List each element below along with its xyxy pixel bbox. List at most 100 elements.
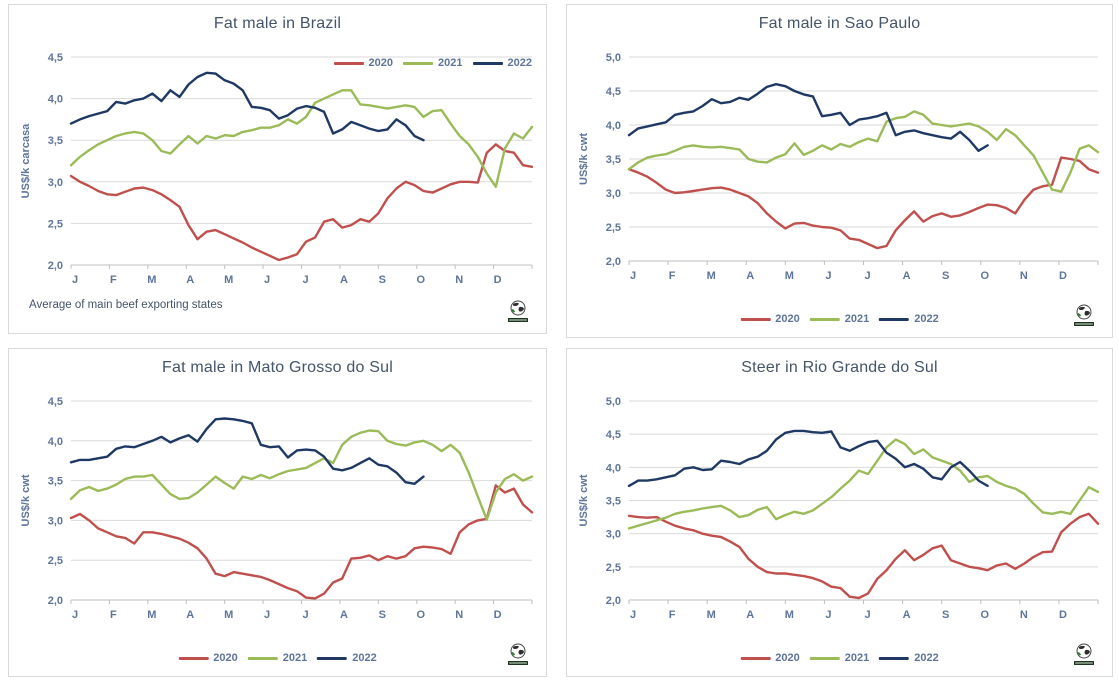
legend: 2020 2021 2022	[178, 652, 377, 664]
x-tick-label: N	[1020, 270, 1028, 282]
legend-item-2022: 2022	[879, 652, 939, 664]
y-tick-label: 4,0	[606, 120, 621, 132]
y-tick-label: 2,5	[606, 222, 621, 234]
legend-label: 2021	[844, 313, 870, 325]
y-axis-title: US$/k cwt	[20, 474, 32, 526]
x-tick-label: J	[72, 274, 78, 286]
legend-label: 2021	[844, 652, 870, 664]
legend-item-2021: 2021	[403, 57, 463, 69]
legend-swatch-icon	[472, 61, 503, 65]
x-tick-label: A	[340, 609, 348, 621]
legend-label: 2021	[438, 57, 463, 69]
y-tick-label: 3,0	[606, 188, 621, 200]
x-tick-label: M	[785, 270, 794, 282]
x-tick-label: O	[980, 270, 989, 282]
y-tick-label: 4,5	[606, 86, 621, 98]
legend-label: 2022	[507, 57, 532, 69]
x-tick-label: M	[147, 609, 156, 621]
y-tick-label: 3,5	[606, 154, 621, 166]
legend-swatch-icon	[247, 656, 278, 660]
y-tick-label: 2,0	[606, 256, 621, 268]
x-tick-label: S	[379, 609, 386, 621]
x-tick-label: D	[1059, 270, 1067, 282]
legend: 2020 2021 2022	[740, 313, 939, 325]
legend-item-2021: 2021	[809, 652, 870, 664]
series-line-2021	[627, 438, 1100, 530]
x-tick-label: N	[1020, 609, 1028, 621]
legend-swatch-icon	[809, 656, 840, 660]
legend-label: 2020	[775, 652, 800, 664]
y-tick-label: 2,0	[48, 260, 63, 272]
x-tick-label: J	[302, 609, 308, 621]
x-tick-label: A	[186, 274, 194, 286]
legend-swatch-icon	[317, 656, 348, 660]
x-tick-label: F	[669, 609, 676, 621]
x-tick-label: O	[416, 274, 425, 286]
legend-item-2021: 2021	[247, 652, 307, 664]
legend-label: 2020	[368, 57, 394, 69]
legend-swatch-icon	[178, 656, 209, 660]
x-tick-label: M	[147, 274, 156, 286]
x-tick-label: J	[264, 274, 270, 286]
y-tick-label: 4,5	[606, 429, 621, 441]
chart-plot: 4,5 4,0 3,5 3,0 2,5 2,0 J F M A M J J A S O N D US$/k cwt	[20, 396, 534, 621]
x-tick-label: M	[224, 274, 233, 286]
legend-swatch-icon	[333, 61, 364, 65]
x-tick-label: S	[942, 270, 949, 282]
y-tick-label: 4,0	[48, 436, 63, 448]
chart-footnote: Average of main beef exporting states	[29, 299, 223, 311]
y-axis-title: US$/k cwt	[578, 133, 590, 185]
legend-label: 2020	[213, 652, 238, 664]
x-tick-label: J	[864, 270, 870, 282]
x-tick-label: M	[224, 609, 233, 621]
legend-item-2022: 2022	[472, 57, 532, 69]
x-tick-label: O	[980, 609, 989, 621]
x-tick-label: J	[864, 609, 870, 621]
legend-item-2020: 2020	[740, 652, 800, 664]
x-tick-label: J	[264, 609, 270, 621]
globe-logo-icon	[1072, 642, 1096, 668]
x-tick-label: A	[746, 270, 754, 282]
x-tick-label: N	[455, 609, 463, 621]
y-axis-title: US$/k cwt	[578, 474, 590, 526]
series-line-2022	[627, 82, 989, 153]
y-tick-label: 3,5	[48, 135, 63, 147]
legend-item-2022: 2022	[317, 652, 377, 664]
legend-item-2020: 2020	[333, 57, 394, 69]
globe-logo-icon	[1072, 303, 1096, 329]
series-line-2020	[69, 143, 534, 262]
x-tick-label: J	[825, 609, 831, 621]
x-tick-label: J	[630, 270, 636, 282]
series-line-2021	[69, 429, 534, 521]
chart-panel-mato-grosso-do-sul: Fat male in Mato Grosso do Sul 4,5 4,0 3,5 3…	[8, 348, 547, 677]
legend-item-2020: 2020	[740, 313, 800, 325]
globe-logo-icon	[506, 642, 530, 668]
legend-item-2022: 2022	[879, 313, 939, 325]
x-tick-label: J	[72, 609, 78, 621]
chart-panel-brazil: Fat male in Brazil 4,5 4,0 3,5 3,0 2,5 2,0 J F M A…	[8, 4, 547, 334]
y-tick-label: 3,5	[606, 496, 621, 508]
legend-swatch-icon	[879, 656, 910, 660]
legend: 2020 2021 2022	[333, 57, 532, 69]
legend: 2020 2021 2022	[740, 652, 939, 664]
x-tick-label: M	[707, 609, 716, 621]
x-tick-label: D	[494, 274, 502, 286]
chart-panel-rio-grande-do-sul: Steer in Rio Grande do Sul 5,0 4,5 4,0 3,5 3,…	[566, 348, 1113, 677]
globe-logo-icon	[506, 299, 530, 325]
legend-item-2021: 2021	[809, 313, 870, 325]
x-tick-label: O	[416, 609, 425, 621]
x-tick-label: S	[379, 274, 386, 286]
x-tick-label: D	[494, 609, 502, 621]
legend-swatch-icon	[740, 317, 771, 321]
y-tick-label: 2,5	[48, 218, 63, 230]
legend-label: 2022	[914, 313, 939, 325]
y-tick-label: 3,0	[606, 529, 621, 541]
x-tick-label: A	[340, 274, 348, 286]
x-tick-label: F	[669, 270, 676, 282]
y-tick-label: 4,5	[48, 396, 63, 408]
legend-item-2020: 2020	[178, 652, 238, 664]
legend-swatch-icon	[879, 317, 910, 321]
y-tick-label: 2,5	[606, 562, 621, 574]
legend-label: 2022	[914, 652, 939, 664]
x-tick-label: J	[302, 274, 308, 286]
